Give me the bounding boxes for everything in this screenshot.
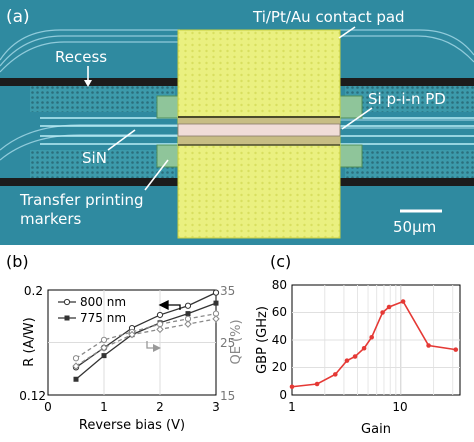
b-point: [184, 320, 192, 328]
chart-b: 0.2 0.12 35 25 15 0 1 2 3 Reverse bias (…: [19, 284, 244, 433]
b-ytick-right: 25: [220, 336, 235, 350]
b-legend: 800 nm 775 nm: [58, 295, 126, 325]
sin-waveguides: [0, 29, 474, 161]
sin-label: SiN: [82, 149, 107, 167]
sin-arrow: [107, 129, 136, 151]
b-ytick-left: 0.2: [24, 284, 43, 298]
b-legend-label: 800 nm: [80, 295, 126, 309]
b-point: [128, 330, 136, 339]
b-series-line: [75, 312, 217, 359]
c-point: [332, 372, 338, 377]
c-point: [453, 347, 459, 352]
photodiode-label: Si p-i-n PD: [368, 90, 446, 108]
b-point: [185, 311, 191, 317]
contact-pad-arrow: [338, 26, 356, 39]
b-ytick-left: 0.12: [19, 389, 46, 403]
b-legend-label: 775 nm: [80, 311, 126, 325]
c-ytick: 20: [272, 360, 287, 374]
b-point: [212, 315, 220, 323]
c-point: [380, 310, 385, 315]
c-xtick: 1: [288, 400, 296, 414]
recess-label: Recess: [55, 48, 107, 66]
b-point: [72, 362, 80, 370]
b-xtick: 3: [212, 400, 220, 414]
panel-a-label: (a): [6, 7, 30, 27]
markers-arrow: [144, 159, 169, 191]
chart-c-grid: [292, 285, 460, 395]
panel-c-label: (c): [270, 252, 291, 271]
c-xtick: 10: [392, 400, 407, 414]
c-point: [344, 358, 350, 363]
markers-label: Transfer printing: [19, 191, 144, 209]
micrograph-panel: (a) Ti/Pt/Au contact pad Recess Si p-i-n…: [0, 0, 474, 245]
c-point: [426, 343, 431, 348]
c-point: [289, 384, 295, 390]
b-ylabel-left: R (A/W): [22, 317, 37, 366]
textured-region: [30, 150, 175, 178]
b-ytick-right: 15: [220, 389, 235, 403]
b-ylabel-right: QE (%): [229, 319, 244, 364]
b-point: [156, 325, 164, 334]
markers-label-2: markers: [20, 210, 82, 228]
chart-c: 80 60 40 20 0 1 10 Gain GBP (GHz): [255, 278, 461, 437]
charts-panel: (b) 0.2 0.12 35 25 15 0 1 2 3 Reverse bi…: [6, 252, 461, 437]
b-point: [100, 344, 108, 352]
b-xlabel: Reverse bias (V): [79, 418, 185, 433]
photodiode-arrow: [341, 107, 373, 130]
b-point: [73, 376, 79, 382]
c-point: [352, 354, 358, 359]
b-xtick: 2: [156, 400, 164, 414]
c-xlabel: Gain: [361, 422, 391, 437]
transfer-printing-markers: [156, 95, 363, 168]
c-point: [400, 299, 406, 304]
b-legend-marker: [63, 298, 71, 306]
chart-b-series: [72, 289, 220, 382]
c-point: [369, 334, 374, 340]
recess-arrowhead: [84, 80, 92, 87]
b-series-line: [75, 318, 217, 367]
chart-c-series: [289, 299, 459, 390]
b-series-line: [75, 302, 217, 380]
c-ytick: 80: [272, 278, 287, 292]
b-point: [213, 300, 219, 306]
b-legend-marker: [64, 315, 70, 321]
b-right-axis-arrow: [146, 341, 161, 352]
c-point: [314, 381, 320, 387]
panel-b-label: (b): [6, 252, 29, 271]
photodiode-core: [177, 123, 341, 137]
textured-region: [345, 86, 474, 112]
scale-bar-label: 50μm: [393, 218, 436, 236]
c-ylabel: GBP (GHz): [255, 306, 270, 374]
textured-region: [345, 150, 474, 178]
b-point: [100, 336, 108, 343]
c-ytick: 60: [272, 305, 287, 319]
b-ytick-right: 35: [220, 284, 235, 298]
b-point: [72, 355, 80, 362]
c-point: [386, 304, 392, 310]
c-point: [361, 345, 367, 351]
b-series-line: [75, 292, 217, 368]
b-point: [156, 311, 164, 319]
c-series-line: [291, 300, 456, 388]
b-left-axis-arrow: [158, 299, 181, 311]
b-point: [184, 302, 192, 309]
b-xtick: 0: [44, 400, 52, 414]
b-xtick: 1: [100, 400, 108, 414]
b-point: [212, 289, 220, 296]
c-ytick: 0: [279, 388, 287, 402]
textured-region: [30, 86, 175, 112]
contact-pad-label: Ti/Pt/Au contact pad: [252, 8, 405, 26]
c-ytick: 40: [272, 333, 287, 347]
b-point: [101, 353, 107, 359]
